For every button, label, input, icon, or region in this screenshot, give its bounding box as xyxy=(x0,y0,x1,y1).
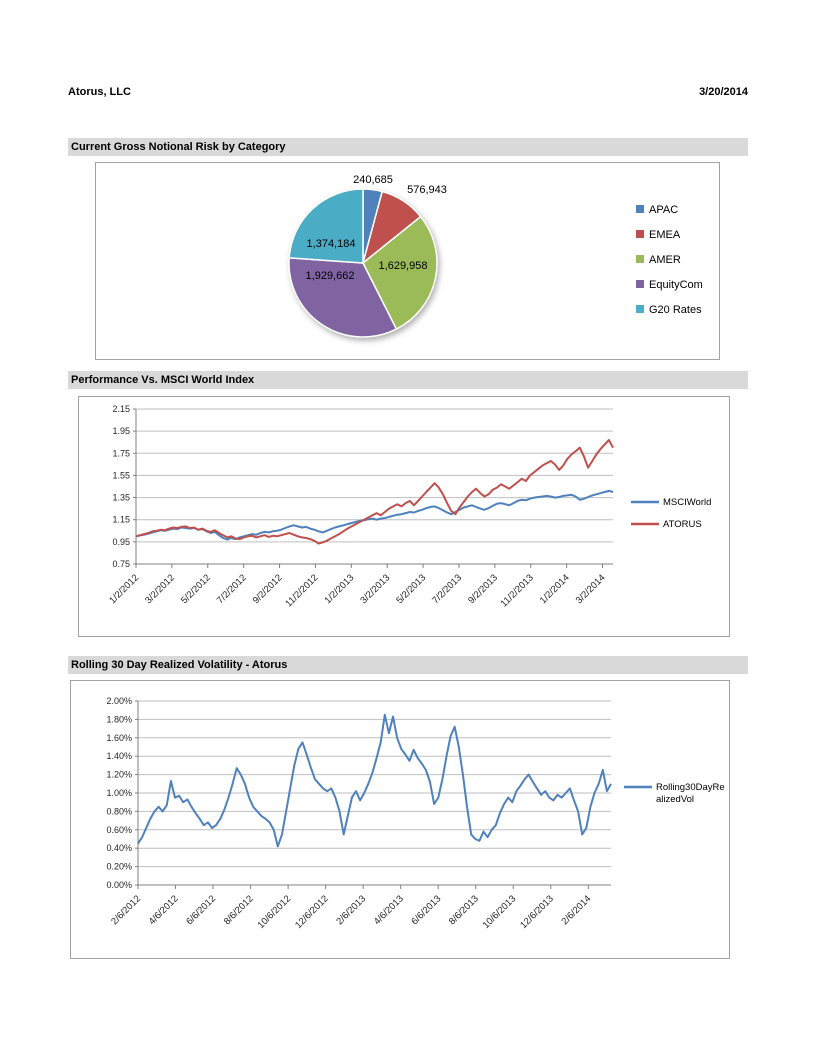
x-axis-label: 8/6/2012 xyxy=(222,893,256,927)
performance-chart-frame: 2.15 1.95 1.75 1.55 1.35 1.15 0.95 0.75 1/2/2012… xyxy=(78,396,730,637)
series-line-atorus xyxy=(135,439,614,545)
x-axis-label: 1/2/2013 xyxy=(322,572,356,606)
x-axis-label: 9/2/2012 xyxy=(251,572,285,606)
section-title: Current Gross Notional Risk by Category xyxy=(71,141,286,153)
pie-group xyxy=(288,188,438,338)
company-name: Atorus, LLC xyxy=(68,86,131,98)
x-axis-label: 1/2/2014 xyxy=(538,572,572,606)
x-axis-label: 8/6/2013 xyxy=(447,893,481,927)
legend-label: ATORUS xyxy=(663,519,702,530)
legend-label: AMER xyxy=(649,254,681,266)
y-axis-label: 0.00% xyxy=(106,880,132,890)
pie-data-label: 1,629,958 xyxy=(379,260,428,272)
y-axis-label: 0.60% xyxy=(106,825,132,835)
y-axis-label: 0.95 xyxy=(112,537,130,547)
x-axis-label: 4/6/2012 xyxy=(147,893,181,927)
x-axis-label: 7/2/2012 xyxy=(215,572,249,606)
y-axis-label: 2.15 xyxy=(112,404,130,414)
y-axis-label: 0.20% xyxy=(106,862,132,872)
section-header-performance: Performance Vs. MSCI World Index xyxy=(68,371,748,389)
legend-swatch xyxy=(636,305,644,313)
y-axis-label: 1.35 xyxy=(112,493,130,503)
x-axis-label: 3/2/2014 xyxy=(574,572,608,606)
y-axis-label: 1.15 xyxy=(112,515,130,525)
pie-data-label: 576,943 xyxy=(407,184,447,196)
pie-slice-equitycom xyxy=(288,257,398,338)
y-axis-label: 0.80% xyxy=(106,806,132,816)
section-title: Performance Vs. MSCI World Index xyxy=(71,374,255,386)
volatility-line-chart: 2.00% 1.80% 1.60% 1.40% 1.20% 1.00% 0.80% 0.60%… xyxy=(106,696,725,931)
y-axis-label: 1.60% xyxy=(106,733,132,743)
section-title: Rolling 30 Day Realized Volatility - Ato… xyxy=(71,659,288,671)
x-axis-label: 2/6/2012 xyxy=(109,893,143,927)
legend-label: APAC xyxy=(649,204,678,216)
performance-line-chart: 2.15 1.95 1.75 1.55 1.35 1.15 0.95 0.75 1/2/2012… xyxy=(107,404,711,610)
x-axis-label: 6/6/2012 xyxy=(184,893,218,927)
y-axis-label: 1.95 xyxy=(112,426,130,436)
report-date: 3/20/2014 xyxy=(699,86,748,98)
pie-chart: 240,685 576,943 1,629,958 1,929,662 1,374,18… xyxy=(288,174,703,338)
legend-label: alizedVol xyxy=(656,794,694,805)
x-axis-label: 4/6/2013 xyxy=(372,893,406,927)
legend-label: Rolling30DayRe xyxy=(656,782,725,793)
series-line-rolling30dayrealizedvol xyxy=(137,713,612,848)
x-axis-label: 6/6/2013 xyxy=(409,893,443,927)
series-line-msciworld xyxy=(135,489,614,541)
y-axis-label: 0.75 xyxy=(112,559,130,569)
x-axis-label: 10/6/2012 xyxy=(256,893,294,931)
y-axis-label: 1.80% xyxy=(106,714,132,724)
x-axis-label: 12/6/2012 xyxy=(293,893,331,931)
section-header-notional-risk: Current Gross Notional Risk by Category xyxy=(68,138,748,156)
y-axis-label: 0.40% xyxy=(106,843,132,853)
x-axis-label: 10/6/2013 xyxy=(481,893,519,931)
x-axis-label: 7/2/2013 xyxy=(430,572,464,606)
legend-swatch xyxy=(636,205,644,213)
y-axis-label: 1.40% xyxy=(106,751,132,761)
legend-swatch xyxy=(636,255,644,263)
legend-label: EquityCom xyxy=(649,279,703,291)
x-axis-label: 5/2/2012 xyxy=(179,572,213,606)
x-axis-label: 2/6/2013 xyxy=(334,893,368,927)
y-axis-label: 1.00% xyxy=(106,788,132,798)
x-axis-label: 3/2/2013 xyxy=(358,572,392,606)
x-axis-label: 11/2/2012 xyxy=(283,572,320,609)
y-axis-label: 1.55 xyxy=(112,470,130,480)
x-axis-label: 3/2/2012 xyxy=(143,572,177,606)
x-axis-label: 5/2/2013 xyxy=(394,572,428,606)
legend-label: G20 Rates xyxy=(649,304,702,316)
y-axis-label: 2.00% xyxy=(106,696,132,706)
y-axis-label: 1.75 xyxy=(112,448,130,458)
x-axis-label: 11/2/2013 xyxy=(499,572,536,609)
legend-label: EMEA xyxy=(649,229,681,241)
legend-label: MSCIWorld xyxy=(663,497,711,508)
x-axis-label: 1/2/2012 xyxy=(107,572,141,606)
x-axis-label: 9/2/2013 xyxy=(466,572,500,606)
volatility-chart-frame: 2.00% 1.80% 1.60% 1.40% 1.20% 1.00% 0.80% 0.60%… xyxy=(70,680,730,959)
legend-swatch xyxy=(636,280,644,288)
pie-data-label: 240,685 xyxy=(353,174,393,186)
x-axis-label: 2/6/2014 xyxy=(559,893,593,927)
pie-slice-amer xyxy=(362,215,438,331)
section-header-volatility: Rolling 30 Day Realized Volatility - Ato… xyxy=(68,656,748,674)
legend-swatch xyxy=(636,230,644,238)
pie-chart-frame: 240,685 576,943 1,629,958 1,929,662 1,374,18… xyxy=(95,162,720,360)
pie-data-label: 1,374,184 xyxy=(307,238,356,250)
pie-data-label: 1,929,662 xyxy=(306,270,355,282)
pie-slice-g20-rates xyxy=(288,188,364,264)
x-axis-label: 12/6/2013 xyxy=(518,893,556,931)
y-axis-label: 1.20% xyxy=(106,770,132,780)
